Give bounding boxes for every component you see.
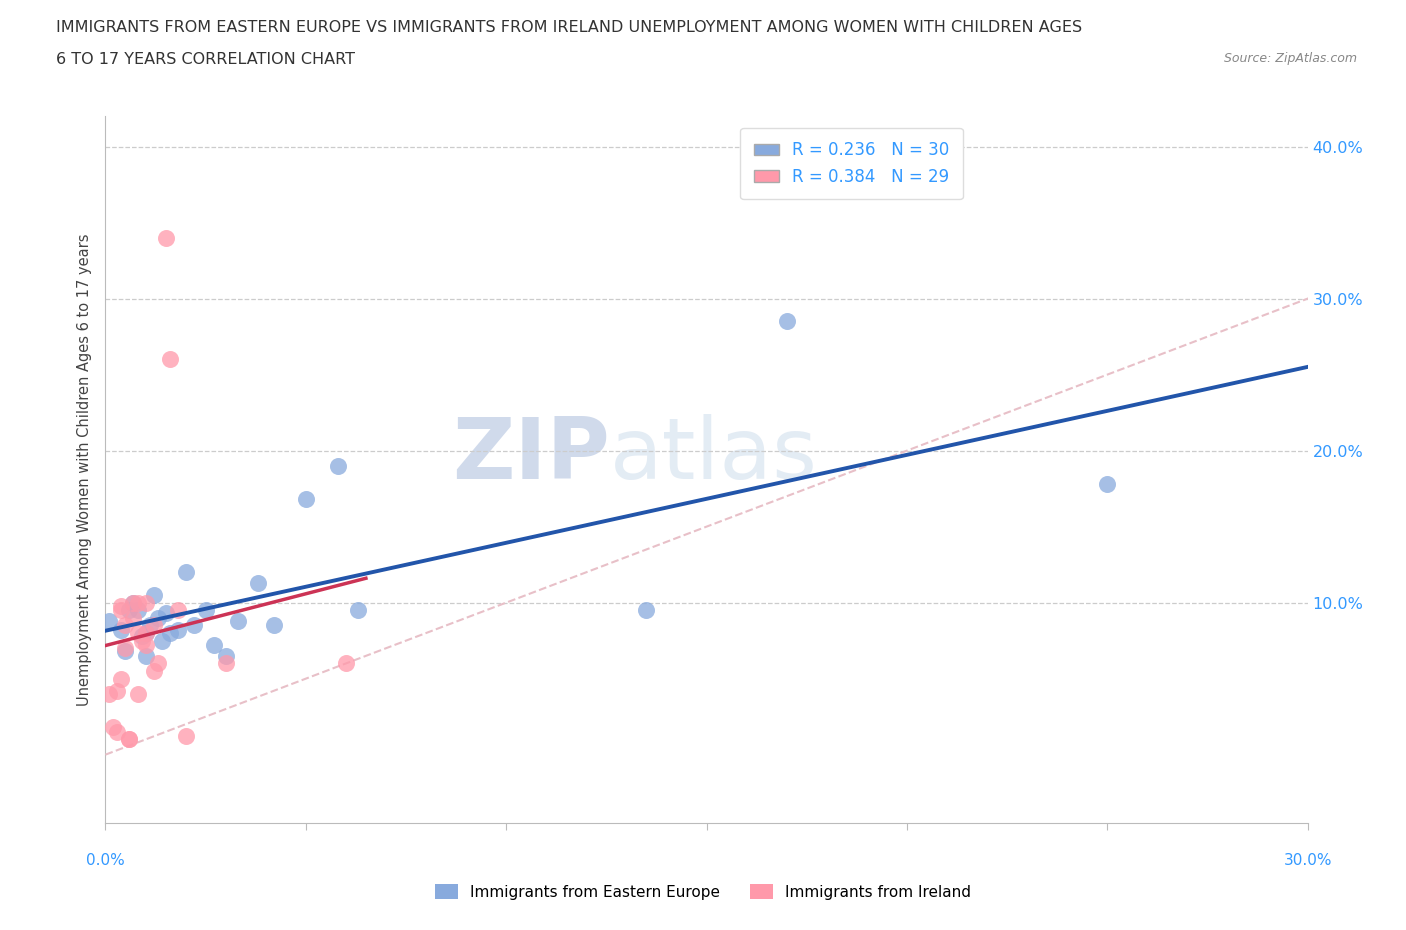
Point bbox=[110, 671, 132, 686]
Legend: R = 0.236   N = 30, R = 0.384   N = 29: R = 0.236 N = 30, R = 0.384 N = 29 bbox=[741, 128, 963, 199]
Point bbox=[114, 644, 136, 658]
Text: ZIP: ZIP bbox=[453, 414, 610, 497]
Point bbox=[118, 732, 141, 747]
Point bbox=[131, 633, 153, 648]
Point bbox=[110, 598, 132, 613]
Point bbox=[131, 629, 153, 644]
Point bbox=[142, 618, 165, 633]
Point bbox=[155, 605, 177, 620]
Point bbox=[295, 492, 318, 507]
Point bbox=[150, 633, 173, 648]
Point bbox=[174, 565, 197, 579]
Point bbox=[135, 626, 157, 641]
Point bbox=[110, 622, 132, 637]
Point bbox=[127, 626, 149, 641]
Point bbox=[142, 664, 165, 679]
Point bbox=[246, 576, 269, 591]
Legend: Immigrants from Eastern Europe, Immigrants from Ireland: Immigrants from Eastern Europe, Immigran… bbox=[429, 877, 977, 906]
Text: IMMIGRANTS FROM EASTERN EUROPE VS IMMIGRANTS FROM IRELAND UNEMPLOYMENT AMONG WOM: IMMIGRANTS FROM EASTERN EUROPE VS IMMIGR… bbox=[56, 20, 1083, 35]
Point bbox=[122, 595, 145, 610]
Point bbox=[183, 618, 205, 633]
Point bbox=[135, 648, 157, 663]
Point bbox=[127, 603, 149, 618]
Point bbox=[174, 729, 197, 744]
Point bbox=[114, 641, 136, 656]
Point bbox=[107, 684, 129, 698]
Point bbox=[135, 638, 157, 653]
Point bbox=[226, 614, 249, 629]
Point bbox=[135, 595, 157, 610]
Point bbox=[326, 458, 349, 473]
Text: 6 TO 17 YEARS CORRELATION CHART: 6 TO 17 YEARS CORRELATION CHART bbox=[56, 52, 356, 67]
Point bbox=[135, 626, 157, 641]
Point bbox=[107, 724, 129, 739]
Point bbox=[347, 603, 370, 618]
Point bbox=[114, 618, 136, 633]
Point bbox=[122, 595, 145, 610]
Point bbox=[103, 720, 125, 735]
Point bbox=[636, 603, 658, 618]
Point bbox=[166, 603, 188, 618]
Point bbox=[98, 686, 121, 701]
Point bbox=[194, 603, 217, 618]
Point bbox=[146, 656, 169, 671]
Point bbox=[98, 614, 121, 629]
Point bbox=[776, 314, 799, 329]
Text: 30.0%: 30.0% bbox=[1284, 853, 1331, 868]
Point bbox=[335, 656, 357, 671]
Point bbox=[214, 656, 236, 671]
Text: Source: ZipAtlas.com: Source: ZipAtlas.com bbox=[1223, 52, 1357, 65]
Point bbox=[127, 686, 149, 701]
Point bbox=[159, 352, 181, 367]
Point bbox=[110, 603, 132, 618]
Point bbox=[142, 588, 165, 603]
Point bbox=[214, 648, 236, 663]
Point bbox=[263, 618, 285, 633]
Point bbox=[138, 618, 160, 633]
Point bbox=[118, 732, 141, 747]
Point bbox=[1097, 477, 1119, 492]
Point bbox=[155, 231, 177, 246]
Text: atlas: atlas bbox=[610, 414, 818, 497]
Text: 0.0%: 0.0% bbox=[86, 853, 125, 868]
Point bbox=[127, 595, 149, 610]
Y-axis label: Unemployment Among Women with Children Ages 6 to 17 years: Unemployment Among Women with Children A… bbox=[77, 233, 93, 706]
Point bbox=[146, 610, 169, 625]
Point bbox=[122, 610, 145, 625]
Point bbox=[166, 622, 188, 637]
Point bbox=[118, 603, 141, 618]
Point bbox=[159, 626, 181, 641]
Point bbox=[202, 638, 225, 653]
